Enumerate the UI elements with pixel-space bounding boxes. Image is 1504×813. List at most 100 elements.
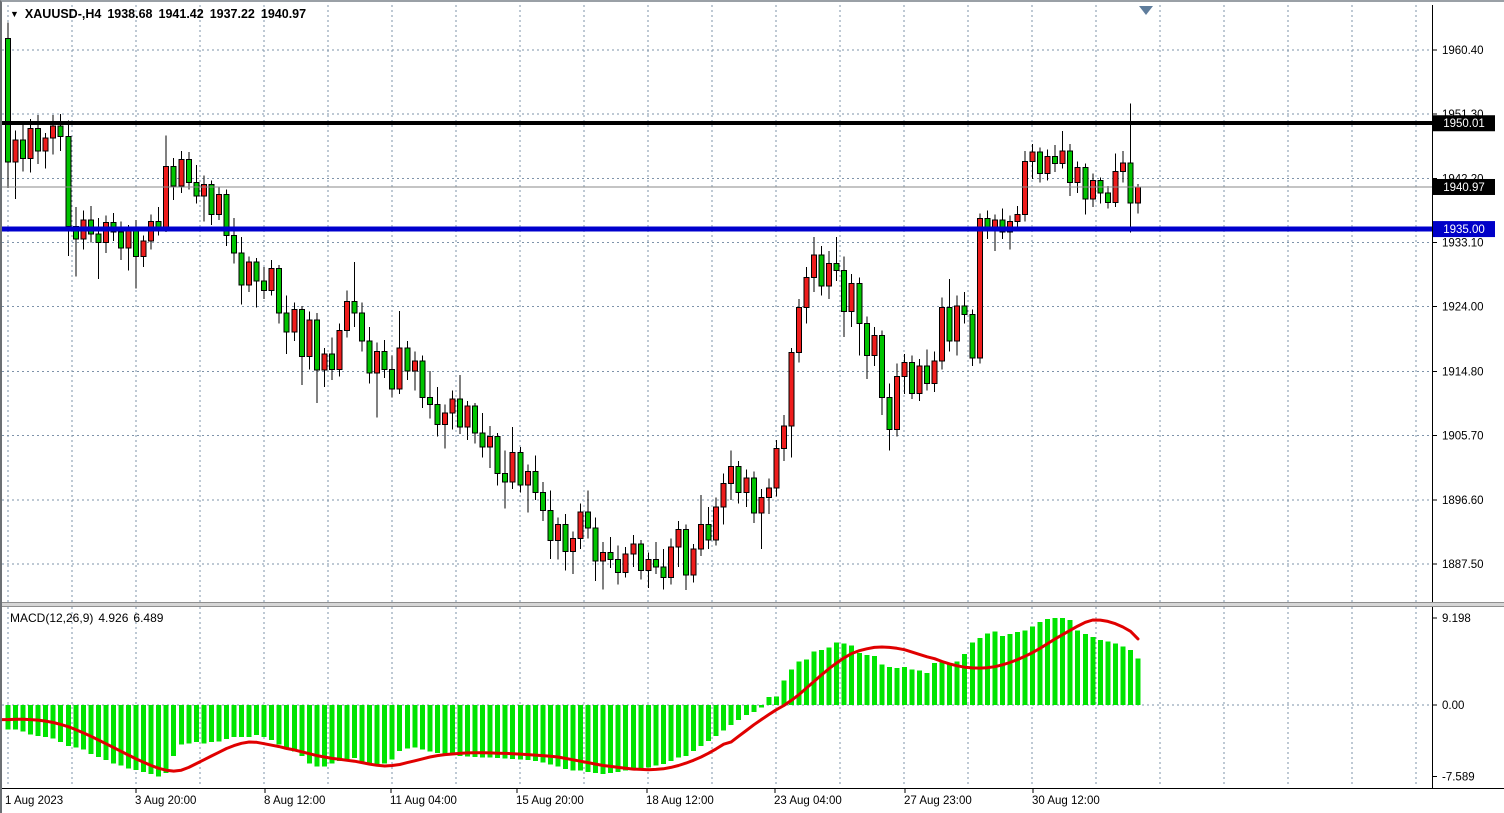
candle-bullish: [893, 375, 900, 430]
candle-bearish: [1127, 162, 1134, 204]
macd-histogram-bar: [736, 705, 742, 721]
candle-bullish: [1119, 162, 1126, 172]
ohlc-low: 1937.22: [209, 7, 255, 21]
macd-histogram-bar: [691, 705, 697, 752]
candle-bullish: [1134, 186, 1141, 204]
macd-pane[interactable]: [2, 618, 1141, 777]
candle-bullish: [780, 425, 787, 449]
macd-histogram-bar: [367, 705, 373, 765]
macd-histogram-bar: [653, 705, 659, 766]
macd-histogram-bar: [540, 705, 546, 763]
macd-histogram-bar: [834, 642, 840, 705]
candle-bullish: [524, 471, 531, 486]
symbol-dropdown-icon[interactable]: ▼: [10, 9, 19, 19]
candle-bullish: [848, 282, 855, 313]
macd-histogram-bar: [901, 667, 907, 705]
macd-histogram-bar: [344, 705, 350, 760]
candle-bearish: [276, 268, 283, 314]
macd-histogram-bar: [932, 662, 938, 705]
macd-histogram-bar: [148, 705, 154, 774]
ohlc-high: 1941.42: [158, 7, 204, 21]
candle-bullish: [803, 277, 810, 308]
macd-histogram-bar: [615, 705, 621, 773]
candle-bullish: [27, 127, 34, 160]
candle-bearish: [494, 435, 501, 475]
macd-histogram-bar: [382, 705, 388, 764]
candle-bearish: [705, 523, 712, 541]
candle-bullish: [321, 353, 328, 371]
candle-bearish: [863, 323, 870, 356]
price-axis-label: 1933.10: [1442, 237, 1484, 249]
macd-histogram-bar: [984, 633, 990, 705]
candle-bearish: [1037, 151, 1044, 174]
time-axis-label: 23 Aug 04:00: [774, 795, 842, 807]
horizontal-level-lines[interactable]: [2, 121, 1432, 232]
macd-histogram-bar: [397, 705, 403, 751]
candle-bearish: [426, 397, 433, 406]
macd-histogram-bar: [969, 642, 975, 705]
price-badge-label: 1950.01: [1443, 118, 1485, 130]
candle-bearish: [72, 225, 79, 240]
macd-histogram-bar: [291, 705, 297, 752]
candle-bullish: [1074, 167, 1081, 184]
macd-histogram-bar: [525, 705, 531, 760]
macd-histogram-bar: [126, 705, 132, 769]
time-axis-label: 1 Aug 2023: [5, 795, 63, 807]
candle-bullish: [268, 268, 275, 291]
macd-histogram-bar: [683, 705, 689, 757]
candle-bearish: [961, 305, 968, 315]
macd-histogram-bar: [457, 705, 463, 757]
price-axis-background: [1433, 2, 1504, 788]
macd-histogram-bar: [246, 705, 252, 738]
macd-histogram-bar: [276, 705, 282, 745]
candle-bullish: [569, 538, 576, 552]
candle-bearish: [95, 233, 102, 243]
price-axis-label: 1896.60: [1442, 495, 1484, 507]
macd-histogram-bar: [954, 661, 960, 705]
candle-bearish: [856, 282, 863, 325]
symbol-ohlc-readout: ▼ XAUUSD-,H4 1938.68 1941.42 1937.22 1940.97: [10, 7, 312, 21]
macd-histogram-bar: [917, 670, 923, 705]
candle-bullish: [1014, 213, 1021, 222]
macd-histogram-bar: [1097, 639, 1103, 705]
macd-histogram-bar: [261, 705, 267, 738]
candle-bearish: [1067, 150, 1074, 184]
price-axis[interactable]: 1960.401951.301942.201933.101924.001914.…: [1432, 2, 1504, 788]
macd-histogram-bar: [1112, 643, 1118, 705]
candle-bearish: [359, 312, 366, 342]
macd-histogram-bar: [510, 705, 516, 759]
macd-histogram-bar: [1127, 650, 1133, 705]
macd-signal-line: [2, 618, 1140, 773]
macd-histogram-bar: [841, 643, 847, 705]
macd-histogram-bar: [1067, 619, 1073, 705]
macd-histogram-bar: [721, 705, 727, 731]
macd-histogram-bar: [532, 705, 538, 761]
macd-histogram-bar: [163, 705, 169, 774]
time-axis-label: 30 Aug 12:00: [1032, 795, 1100, 807]
time-axis[interactable]: 1 Aug 2023 3 Aug 20:00 8 Aug 12:00 11 Aug 0…: [5, 789, 1100, 807]
candle-bearish: [750, 477, 757, 514]
macd-histogram-bar: [562, 705, 568, 769]
macd-histogram-bar: [434, 705, 440, 754]
macd-histogram-bar: [645, 705, 651, 768]
macd-axis-label: 0.00: [1442, 700, 1464, 712]
macd-histogram-bar: [811, 651, 817, 705]
macd-histogram-bar: [321, 705, 327, 767]
candle-bearish: [381, 351, 388, 370]
macd-histogram-bar: [1082, 634, 1088, 705]
candle-bearish: [328, 353, 335, 370]
macd-histogram-bar: [1007, 634, 1013, 705]
time-axis-label: 8 Aug 12:00: [264, 795, 325, 807]
candle-bearish: [637, 543, 644, 571]
price-axis-label: 1887.50: [1442, 559, 1484, 571]
time-axis-label: 3 Aug 20:00: [135, 795, 196, 807]
macd-histogram-bar: [336, 705, 342, 761]
candle-bearish: [35, 127, 42, 152]
macd-histogram-bar: [95, 705, 101, 757]
macd-histogram-bar: [781, 680, 787, 705]
macd-histogram-bar: [1052, 618, 1058, 705]
price-badge: [1433, 115, 1495, 132]
candle-bullish: [200, 184, 207, 197]
